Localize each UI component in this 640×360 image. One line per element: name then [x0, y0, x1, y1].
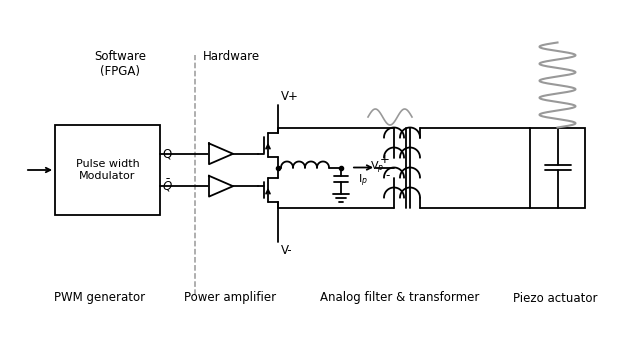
- Text: Q: Q: [162, 147, 172, 160]
- Polygon shape: [209, 143, 233, 164]
- Text: Hardware: Hardware: [203, 50, 260, 63]
- Text: Pulse width
Modulator: Pulse width Modulator: [76, 159, 140, 181]
- Text: $\bar{Q}$: $\bar{Q}$: [162, 178, 173, 194]
- Text: +: +: [380, 153, 390, 166]
- Text: PWM generator: PWM generator: [54, 292, 145, 305]
- Text: Analog filter & transformer: Analog filter & transformer: [320, 292, 480, 305]
- Text: V-: V-: [281, 244, 292, 257]
- Text: V+: V+: [281, 90, 299, 103]
- Bar: [530, 127, 585, 207]
- Bar: [55, 125, 160, 215]
- Text: I$_p$: I$_p$: [358, 172, 368, 189]
- Polygon shape: [209, 176, 233, 197]
- Text: -: -: [386, 169, 390, 182]
- Text: Power amplifier: Power amplifier: [184, 292, 276, 305]
- Text: Software
(FPGA): Software (FPGA): [94, 50, 146, 78]
- Text: V$_p$: V$_p$: [370, 159, 384, 176]
- Text: Piezo actuator: Piezo actuator: [513, 292, 597, 305]
